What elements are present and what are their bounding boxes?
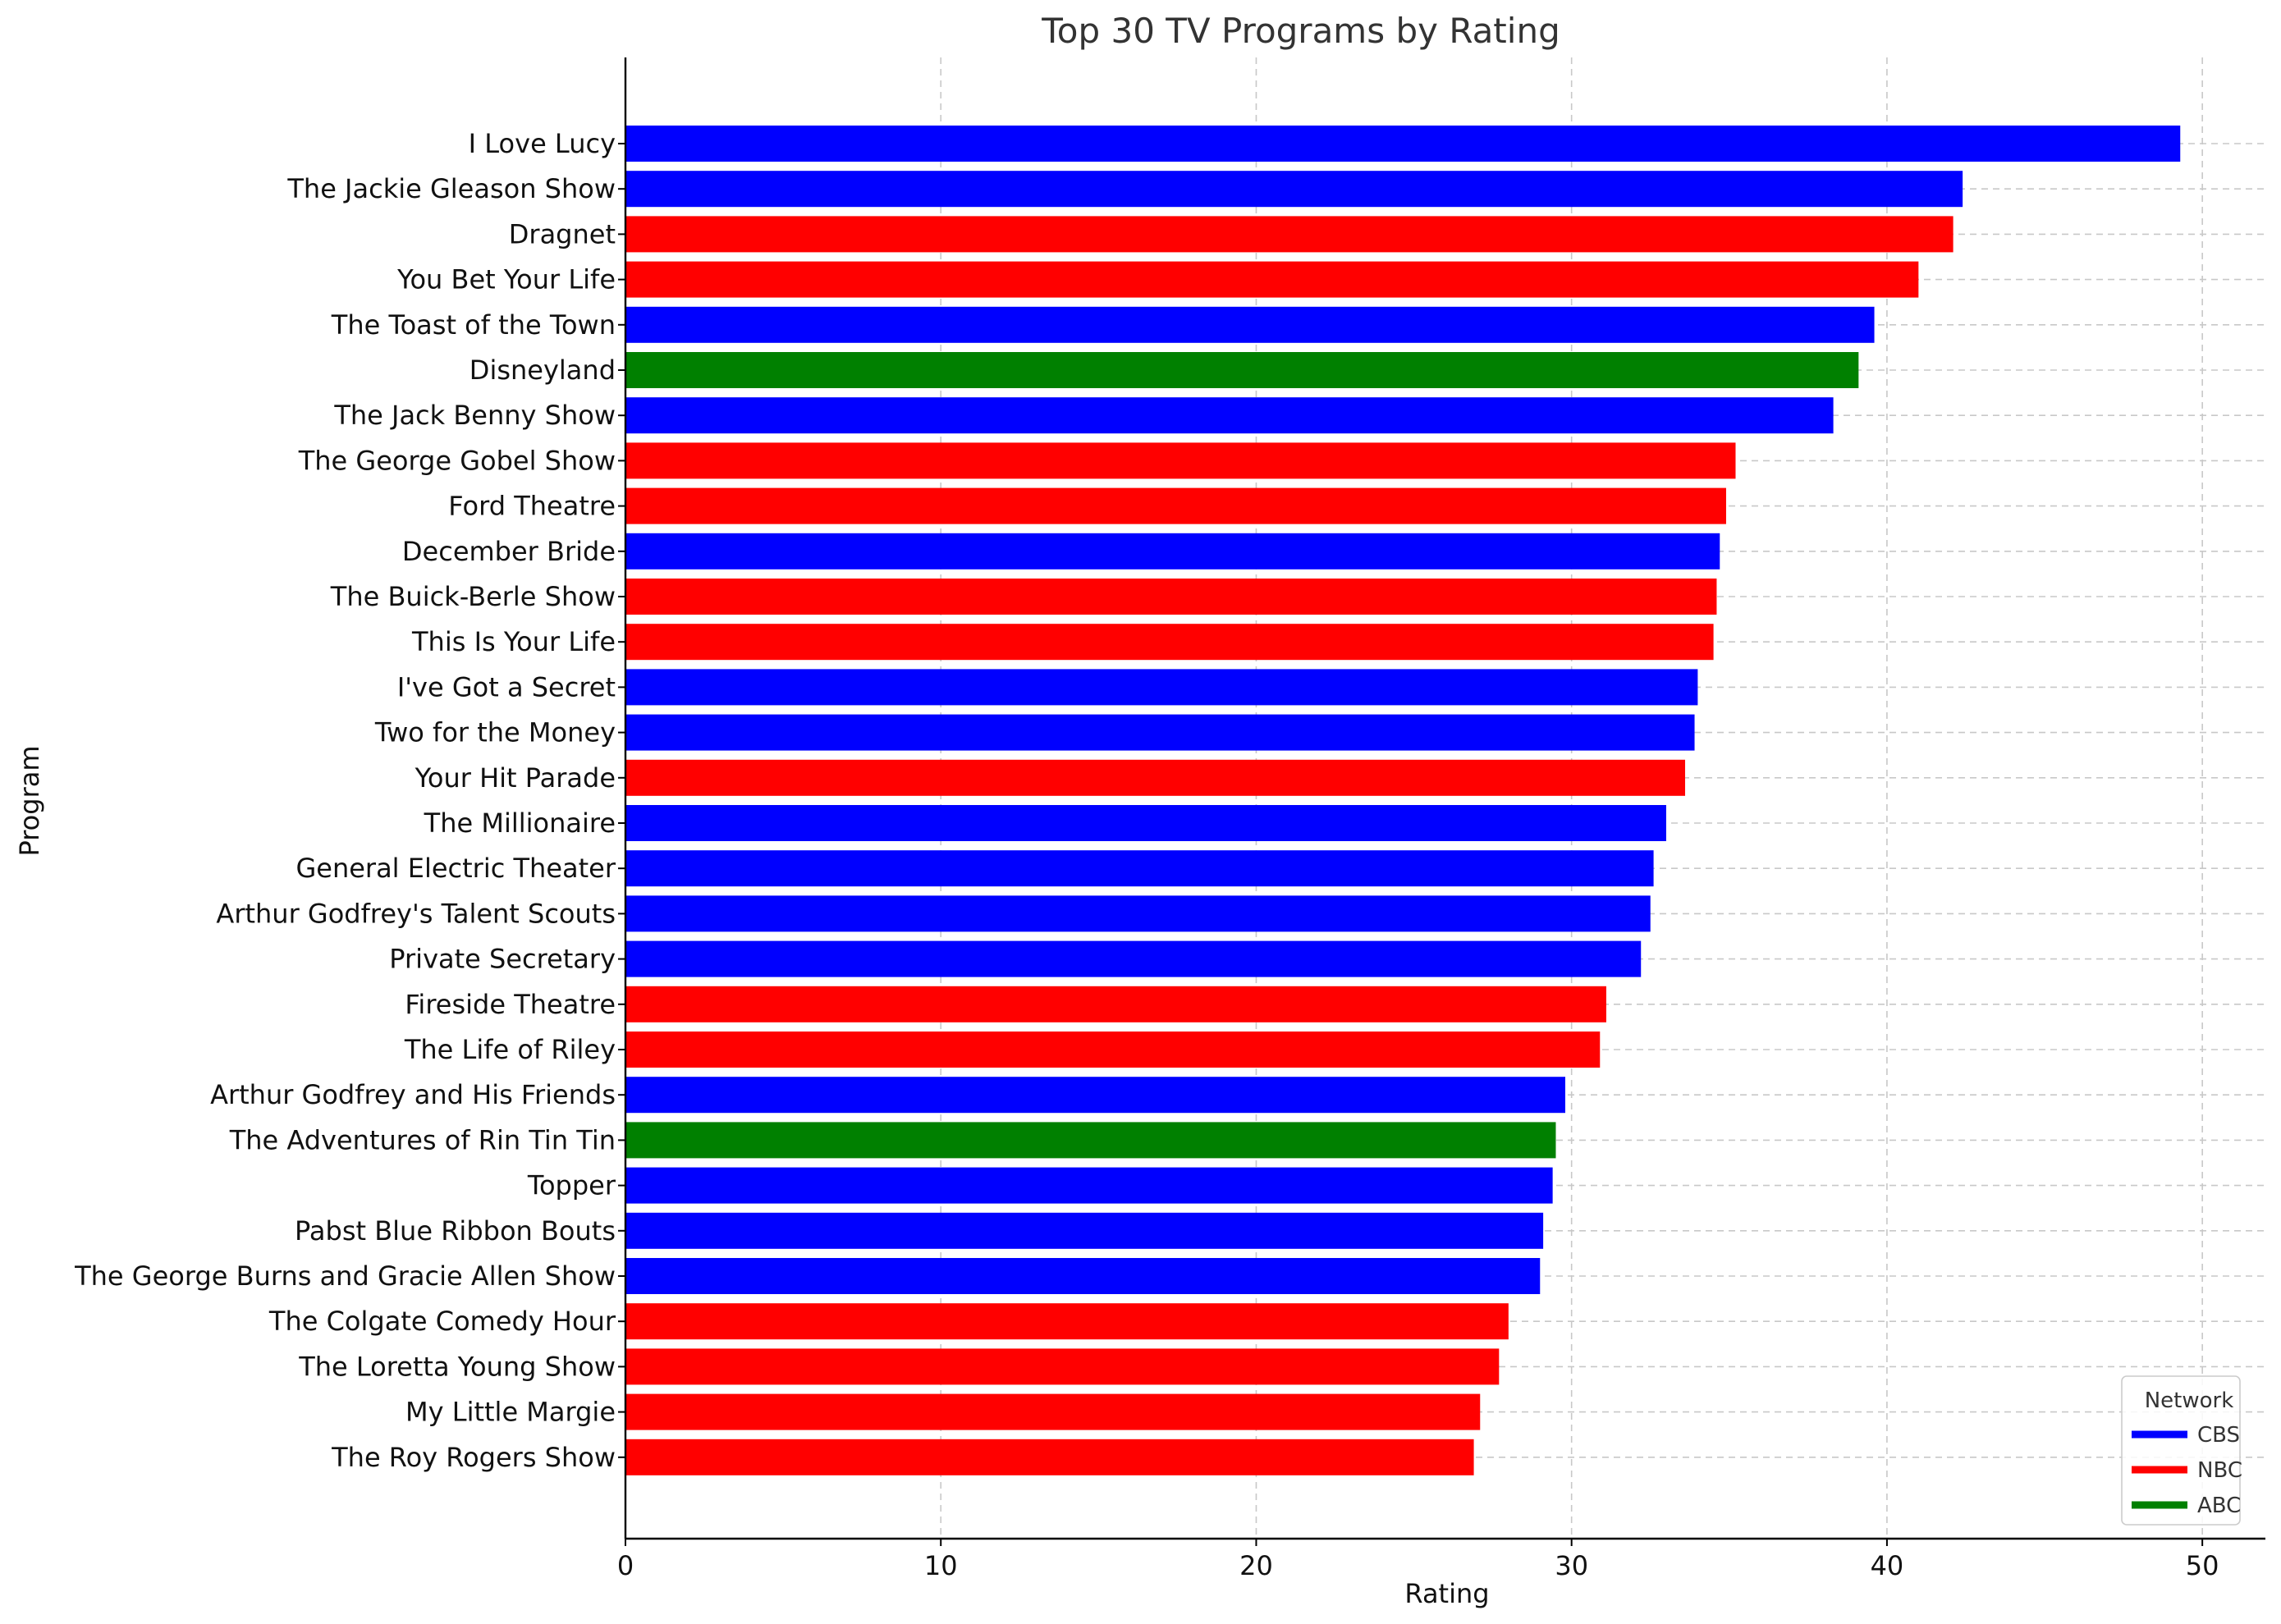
y-tick-label: The Buick-Berle Show: [330, 581, 616, 612]
y-tick-label: The Jack Benny Show: [333, 400, 616, 431]
bar: [625, 1258, 1541, 1294]
x-tick-label: 30: [1555, 1550, 1588, 1581]
chart-title: Top 30 TV Programs by Rating: [1041, 11, 1560, 51]
bar: [625, 669, 1698, 706]
bar: [625, 805, 1666, 841]
y-tick-label: Dragnet: [509, 218, 616, 249]
bar: [625, 1122, 1556, 1159]
legend-label: ABC: [2197, 1494, 2241, 1518]
bar: [625, 759, 1686, 796]
bar: [625, 352, 1859, 388]
bar: [625, 895, 1651, 932]
y-axis-label: Program: [14, 745, 45, 856]
bar: [625, 397, 1834, 434]
x-tick-label: 10: [924, 1550, 958, 1581]
y-tick-label: The Colgate Comedy Hour: [268, 1306, 616, 1337]
y-tick-label: The Jackie Gleason Show: [286, 173, 616, 204]
y-tick-label: The Life of Riley: [404, 1034, 616, 1065]
y-tick-label: Two for the Money: [374, 717, 616, 748]
y-tick-label: December Bride: [402, 536, 616, 567]
legend-frame: [2121, 1375, 2241, 1526]
bar: [625, 216, 1954, 253]
bar: [625, 261, 1919, 298]
y-tick-label: This Is Your Life: [411, 626, 616, 657]
y-tick-label: My Little Margie: [405, 1397, 616, 1428]
bar: [625, 126, 2181, 162]
bar: [625, 1212, 1544, 1249]
y-tick-label: General Electric Theater: [295, 853, 616, 884]
bar: [625, 714, 1695, 751]
x-tick-label: 20: [1239, 1550, 1273, 1581]
bar: [625, 171, 1963, 208]
x-tick-label: 40: [1871, 1550, 1904, 1581]
bar: [625, 306, 1875, 343]
y-tick-label: Arthur Godfrey's Talent Scouts: [216, 898, 616, 929]
bar: [625, 1439, 1474, 1475]
bar: [625, 624, 1714, 661]
y-tick-label: Disneyland: [469, 355, 616, 386]
bar: [625, 850, 1654, 887]
x-tick-label: 50: [2186, 1550, 2219, 1581]
bar: [625, 1303, 1509, 1340]
y-tick-label: Fireside Theatre: [405, 989, 616, 1020]
legend-label: NBC: [2197, 1458, 2242, 1483]
bar: [625, 1077, 1566, 1114]
y-tick-label: Private Secretary: [389, 944, 616, 975]
y-tick-label: Topper: [527, 1170, 616, 1201]
y-tick-label: I've Got a Secret: [397, 671, 616, 702]
bar: [625, 1393, 1481, 1430]
y-tick-label: I Love Lucy: [469, 128, 616, 159]
y-tick-label: The Adventures of Rin Tin Tin: [229, 1124, 616, 1155]
y-tick-label: Your Hit Parade: [415, 762, 616, 794]
y-tick-label: The Roy Rogers Show: [331, 1442, 616, 1473]
bar: [625, 442, 1736, 479]
axes-layer: I Love Lucy The Jackie Gleason Show Dragne…: [74, 57, 2265, 1581]
x-tick-label: 0: [617, 1550, 634, 1581]
legend-title: Network: [2145, 1388, 2234, 1413]
y-tick-label: The Loretta Young Show: [298, 1351, 616, 1382]
bar: [625, 1348, 1500, 1385]
y-tick-label: Pabst Blue Ribbon Bouts: [295, 1215, 616, 1247]
y-tick-label: The George Burns and Gracie Allen Show: [74, 1260, 616, 1292]
bar: [625, 579, 1717, 615]
bar: [625, 1032, 1601, 1068]
y-tick-label: Ford Theatre: [448, 491, 616, 522]
bar: [625, 1167, 1553, 1204]
bar: [625, 986, 1606, 1022]
legend-label: CBS: [2197, 1423, 2240, 1448]
y-tick-label: The George Gobel Show: [298, 445, 616, 476]
y-tick-label: The Toast of the Town: [331, 309, 616, 341]
x-axis-label: Rating: [1404, 1578, 1489, 1609]
bar: [625, 487, 1726, 524]
y-tick-label: Arthur Godfrey and His Friends: [210, 1079, 616, 1110]
bar: [625, 940, 1642, 977]
y-tick-label: The Millionaire: [424, 807, 616, 839]
legend: Network CBS NBC ABC: [2121, 1375, 2242, 1526]
bar: [625, 533, 1720, 570]
y-tick-label: You Bet Your Life: [396, 264, 616, 295]
bars-layer: [625, 126, 2181, 1475]
